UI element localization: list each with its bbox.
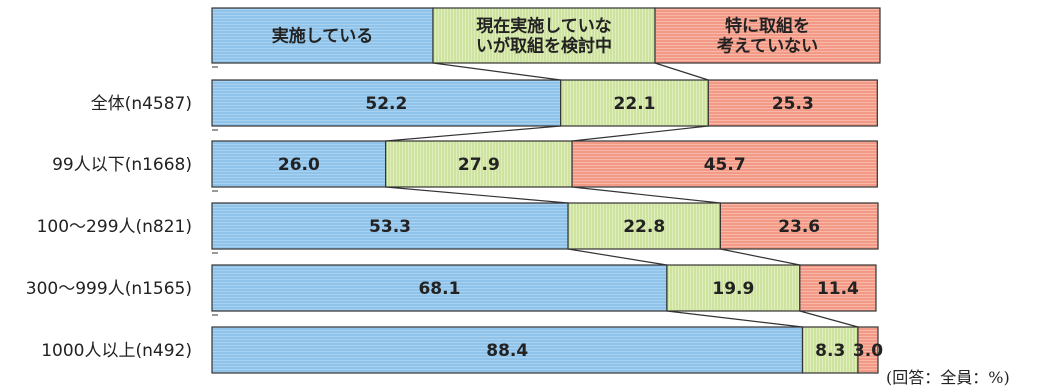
category-labels: 全体(n4587) 99人以下(n1668) 100〜299人(n821) 300〜9…: [26, 94, 192, 361]
legend-label-1-1: 実施している: [272, 26, 374, 47]
bars: 52.2 22.1 25.3 26.0 27.9 45.7 53.3 22.8 23.6 68.1…: [211, 79, 883, 374]
value-label: 22.8: [623, 217, 665, 237]
value-label: 27.9: [458, 155, 500, 175]
legend-label-2-2: いが取組を検討中: [476, 36, 612, 57]
bar-segment: [799, 264, 877, 312]
bar-segment: [571, 140, 878, 188]
connector-line: [666, 310, 803, 328]
connector-line: [571, 125, 709, 142]
bar-segment: [719, 202, 879, 250]
category-label: 1000人以上(n492): [41, 341, 192, 361]
category-label: 100〜299人(n821): [37, 217, 192, 237]
category-label: 300〜999人(n1565): [26, 279, 192, 299]
legend-label-3-1: 特に取組を: [725, 16, 810, 37]
bar-segment: [707, 79, 878, 127]
connector-line: [799, 310, 859, 328]
connector-line: [654, 62, 709, 81]
legend-label-3-2: 考えていない: [716, 36, 818, 57]
value-label: 8.3: [815, 341, 845, 361]
bar-segment: [560, 79, 709, 127]
category-label: 99人以下(n1668): [52, 155, 192, 175]
connector-line: [571, 186, 721, 204]
legend-swatch-3: [654, 7, 881, 64]
bar-segment: [857, 326, 879, 374]
value-label: 19.9: [712, 279, 754, 299]
legend-swatch-1: [211, 7, 434, 64]
legend-label-2-1: 現在実施していな: [476, 16, 612, 37]
bar-segment: [801, 326, 859, 374]
value-label: 45.7: [704, 155, 746, 175]
value-label: 3.0: [853, 341, 883, 361]
bar-segment: [385, 140, 573, 188]
bar-segment: [211, 202, 569, 250]
value-label: 11.4: [817, 279, 859, 299]
value-label: 23.6: [778, 217, 820, 237]
category-label: 全体(n4587): [91, 94, 192, 114]
value-label: 52.2: [365, 94, 407, 114]
bar-segment: [666, 264, 801, 312]
connector-line: [432, 62, 561, 81]
value-label: 25.3: [772, 94, 814, 114]
value-label: 88.4: [486, 341, 528, 361]
value-label: 26.0: [278, 155, 320, 175]
connector-line: [720, 248, 800, 266]
bar-connectors: [212, 62, 859, 328]
bar-segment: [211, 264, 668, 312]
connector-line: [385, 186, 569, 204]
bar-segment: [567, 202, 721, 250]
connector-line: [567, 248, 668, 266]
bar-segment: [211, 140, 387, 188]
value-label: 53.3: [369, 217, 411, 237]
connector-line: [385, 125, 561, 142]
value-label: 22.1: [614, 94, 656, 114]
value-label: 68.1: [418, 279, 460, 299]
bar-segment: [211, 79, 562, 127]
unit-note: (回答：全員：%): [886, 368, 1010, 387]
